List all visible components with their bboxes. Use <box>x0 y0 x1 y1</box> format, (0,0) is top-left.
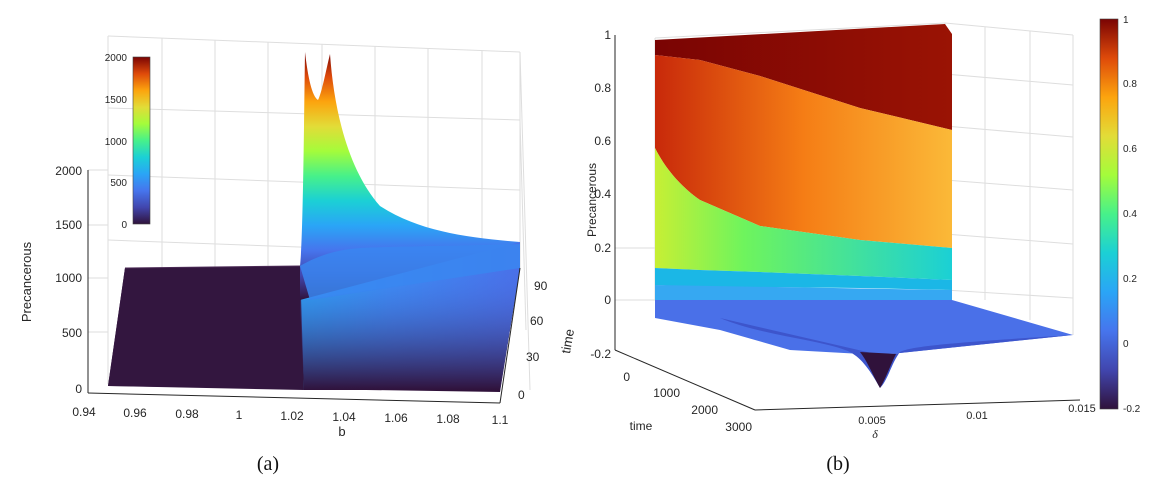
panel-b-z-tick: 0.8 <box>594 81 611 95</box>
panel-a-colorbar-tick: 500 <box>110 178 127 189</box>
panel-a-y-ticks: 0 30 60 90 <box>518 279 548 402</box>
panel-a-front-shade <box>300 268 520 390</box>
panel-b-z-label: Precancerous <box>585 163 599 237</box>
panel-a-z-tick: 2000 <box>55 164 82 178</box>
panel-a-x-tick: 1.06 <box>384 411 408 425</box>
panel-a-axes <box>87 170 521 404</box>
panel-b-caption: (b) <box>826 453 849 475</box>
panel-a-y-tick: 90 <box>534 279 548 293</box>
panel-b-band-green <box>655 148 952 280</box>
panel-a-x-tick: 0.98 <box>175 407 199 421</box>
panel-b-y-tick: 2000 <box>691 403 718 417</box>
panel-a: 0 500 1000 1500 2000 Precancerous 0.94 0… <box>19 35 577 475</box>
panel-a-x-tick: 0.94 <box>72 405 96 419</box>
panel-b-z-tick: 0.4 <box>594 187 611 201</box>
panel-a-z-label: Precancerous <box>19 241 34 322</box>
panel-b-colorbar-tick: 0.6 <box>1123 144 1137 155</box>
panel-a-y-label: time <box>558 328 577 355</box>
panel-a-x-tick: 1.1 <box>492 413 509 427</box>
panel-a-y-tick: 30 <box>526 350 540 364</box>
panel-b-z-tick: 0.6 <box>594 134 611 148</box>
panel-b-colorbar-tick: 0 <box>1123 339 1129 350</box>
panel-b-band-blue <box>655 285 952 300</box>
panel-a-z-ticks: 0 500 1000 1500 2000 <box>55 164 82 396</box>
panel-a-colorbar-tick: 2000 <box>105 53 128 64</box>
panel-b-y-tick: 0 <box>623 370 630 384</box>
panel-b-z-tick: 1 <box>604 28 611 42</box>
panel-b-band-orange <box>655 55 952 248</box>
panel-a-x-tick: 1 <box>236 408 243 422</box>
panel-a-colorbar <box>132 56 151 225</box>
panel-a-z-tick: 0 <box>75 382 82 396</box>
panel-b-y-label: time <box>630 419 653 433</box>
panel-a-z-tick: 1000 <box>55 271 82 285</box>
panel-b-colorbar-tick: 0.4 <box>1123 209 1137 220</box>
panel-b-x-tick: 0.005 <box>858 415 886 427</box>
panel-b-z-tick: 0 <box>604 293 611 307</box>
panel-b-colorbar-tick: -0.2 <box>1123 404 1141 415</box>
panel-b-band-cyan <box>655 268 952 290</box>
panel-a-y-tick: 0 <box>518 388 525 402</box>
panel-b-y-ticks: 0 1000 2000 3000 <box>623 370 752 434</box>
panel-a-z-tick: 500 <box>62 326 82 340</box>
panel-a-x-tick: 1.04 <box>332 410 356 424</box>
panel-a-x-tick: 1.08 <box>436 412 460 426</box>
panel-b-axes <box>614 35 1081 411</box>
panel-b-colorbar-ticks: -0.2 0 0.2 0.4 0.6 0.8 1 <box>1123 15 1141 415</box>
panel-b: -0.2 0 0.2 0.4 0.6 0.8 1 Precancerous 0 … <box>585 15 1141 475</box>
panel-b-y-tick: 3000 <box>725 420 752 434</box>
panel-a-spike-front <box>300 244 520 300</box>
panel-a-x-tick: 1.02 <box>280 409 304 423</box>
panel-b-x-tick: 0.01 <box>966 410 987 422</box>
panel-a-x-label: b <box>338 424 345 439</box>
panel-a-plateau-edge <box>124 265 301 269</box>
panel-b-z-tick: 0.2 <box>594 241 611 255</box>
panel-b-x-ticks: 0.005 0.01 0.015 <box>858 403 1096 427</box>
panel-a-plateau <box>108 266 304 390</box>
panel-a-x-tick: 0.96 <box>123 406 147 420</box>
panel-a-spike <box>300 52 520 300</box>
panel-b-colorbar <box>1099 18 1119 410</box>
panel-b-band-red <box>655 24 952 130</box>
panel-b-x-tick: 0.015 <box>1068 403 1096 415</box>
panel-b-colorbar-tick: 0.2 <box>1123 274 1137 285</box>
panel-a-colorbar-tick: 1500 <box>105 95 128 106</box>
panel-a-colorbar-ticks: 0 500 1000 1500 2000 <box>105 53 128 231</box>
panel-a-y-tick: 60 <box>530 314 544 328</box>
panel-b-floor <box>655 300 1073 355</box>
panel-b-x-label: δ <box>872 427 878 441</box>
panel-b-z-tick: -0.2 <box>590 347 611 361</box>
panel-b-colorbar-tick: 1 <box>1123 15 1129 26</box>
panel-a-colorbar-tick: 1000 <box>105 137 128 148</box>
panel-b-y-tick: 1000 <box>653 386 680 400</box>
panel-b-dip-bottom <box>860 352 896 388</box>
panel-a-colorbar-tick: 0 <box>121 220 127 231</box>
panel-a-caption: (a) <box>257 453 279 475</box>
panel-b-colorbar-tick: 0.8 <box>1123 79 1137 90</box>
panel-a-x-ticks: 0.94 0.96 0.98 1 1.02 1.04 1.06 1.08 1.1 <box>72 405 508 427</box>
panel-a-z-tick: 1500 <box>55 218 82 232</box>
panel-b-z-ticks: -0.2 0 0.2 0.4 0.6 0.8 1 <box>590 28 611 361</box>
